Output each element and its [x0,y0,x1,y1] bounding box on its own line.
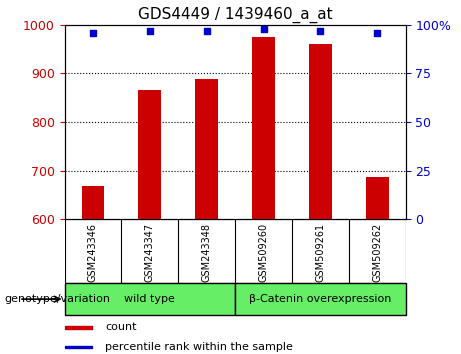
Point [203,28,210,33]
Text: GSM509262: GSM509262 [372,223,382,282]
Point [373,30,381,35]
Text: β-Catenin overexpression: β-Catenin overexpression [249,294,391,304]
Bar [65,326,92,329]
Text: wild type: wild type [124,294,175,304]
Text: GSM243348: GSM243348 [201,223,212,282]
Bar [309,44,332,219]
Text: GSM509261: GSM509261 [315,223,325,282]
Bar [82,186,104,219]
Text: count: count [106,322,137,332]
Text: GSM243346: GSM243346 [88,223,98,282]
Text: GSM243347: GSM243347 [145,223,155,282]
Point [317,28,324,33]
Bar [195,79,218,219]
Bar [65,283,235,315]
Text: percentile rank within the sample: percentile rank within the sample [106,342,293,352]
Point [89,30,97,35]
Text: GSM509260: GSM509260 [259,223,269,282]
Bar [366,177,389,219]
Bar [138,91,161,219]
Point [146,28,154,33]
Text: genotype/variation: genotype/variation [5,294,111,304]
Bar [252,37,275,219]
Title: GDS4449 / 1439460_a_at: GDS4449 / 1439460_a_at [138,7,332,23]
Bar [65,346,92,348]
Bar [235,283,406,315]
Point [260,26,267,32]
